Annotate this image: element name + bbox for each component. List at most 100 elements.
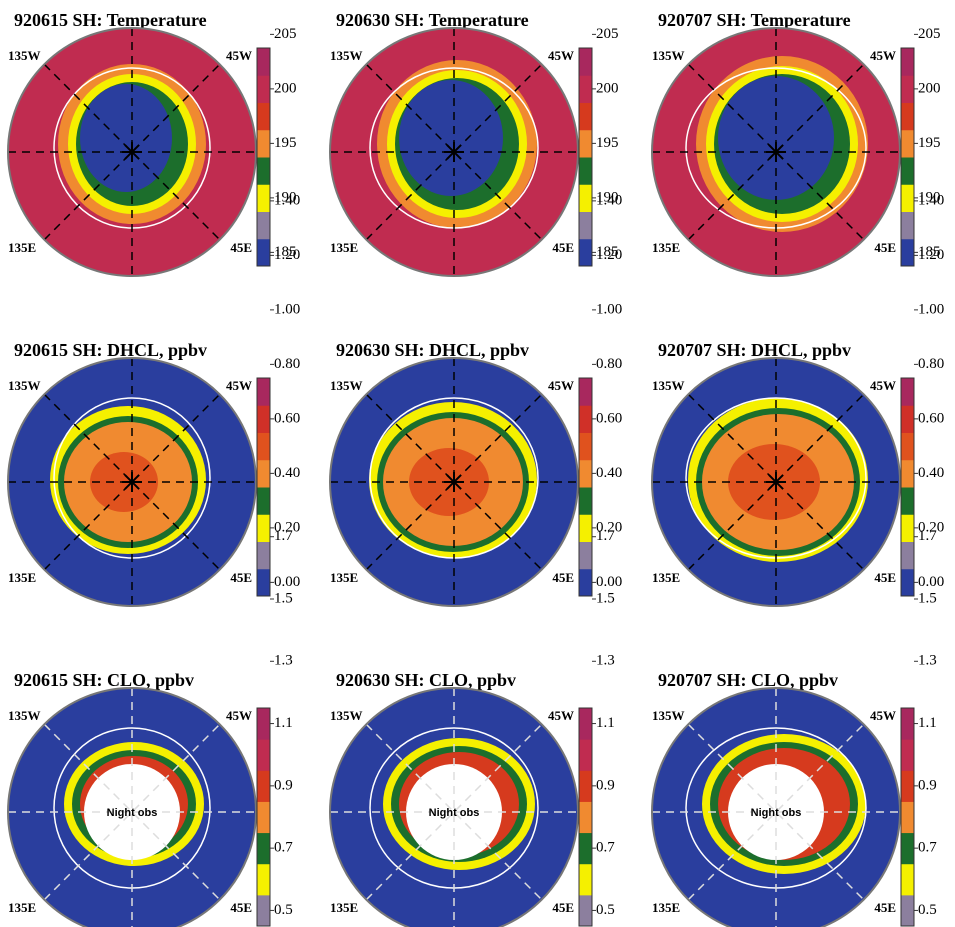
colorbar-band [257, 894, 270, 927]
colorbar-band [257, 459, 270, 488]
contour-field [399, 80, 503, 196]
colorbar-tick-label: 0.60 [274, 410, 300, 426]
colorbar-tick-label: 185 [918, 244, 941, 260]
colorbar-band [901, 459, 914, 488]
panel-title: 920707 SH: CLO, ppbv [658, 670, 838, 690]
corner-label: 135W [8, 48, 41, 63]
colorbar-tick-label: 1.7 [274, 528, 293, 544]
panel: 920615 SH: CLO, ppbv Night obs 135W 45W 135E… [7, 528, 293, 927]
colorbar-tick-label: 205 [918, 26, 941, 42]
corner-label: 135W [652, 48, 685, 63]
colorbar-tick-label: 0.9 [274, 777, 293, 793]
corner-label: 45E [230, 240, 252, 255]
colorbar-band [901, 568, 914, 597]
colorbar-tick-label: 1.3 [596, 653, 615, 669]
colorbar-band [579, 894, 592, 927]
colorbar-tick-label: 1.1 [596, 715, 615, 731]
map-rim [7, 687, 257, 927]
colorbar-band [579, 863, 592, 896]
night-obs-label: Night obs [107, 807, 158, 819]
colorbar-band [901, 129, 914, 158]
colorbar-tick-label: 0.40 [918, 465, 944, 481]
colorbar-band [901, 157, 914, 185]
colorbar-band [579, 514, 592, 542]
colorbar-tick-label: 1.5 [274, 590, 293, 606]
colorbar-band [579, 801, 592, 834]
colorbar-tick-label: 1.40 [274, 192, 300, 208]
pole-star [446, 474, 462, 490]
panel: 920630 SH: DHCL, ppbv 135W 45W 135E 45E 0.00 0… [329, 192, 622, 607]
colorbar-band [257, 568, 270, 597]
colorbar-tick-label: 185 [596, 244, 619, 260]
colorbar-tick-label: 200 [596, 80, 619, 96]
colorbar-band [257, 102, 270, 131]
colorbar-band [257, 541, 270, 570]
colorbar-band [901, 487, 914, 515]
map [652, 688, 900, 927]
panel-title: 920615 SH: CLO, ppbv [14, 670, 194, 690]
colorbar-band [901, 184, 914, 212]
corner-label: 135W [8, 378, 41, 393]
panel-title: 920615 SH: DHCL, ppbv [14, 340, 207, 360]
panel: 920630 SH: CLO, ppbv Night obs 135W 45W 135E… [329, 528, 615, 927]
map-rim [7, 357, 257, 607]
colorbar-tick-label: 190 [274, 189, 297, 205]
colorbar-band [579, 708, 592, 740]
colorbar-band [901, 405, 914, 433]
pole-star [124, 474, 140, 490]
corner-label: 45W [226, 378, 252, 393]
colorbar-band [901, 708, 914, 740]
colorbar-tick-label: 0.20 [596, 519, 622, 535]
colorbar-band [579, 211, 592, 240]
corner-label: 135W [652, 378, 685, 393]
colorbar-tick-label: 1.00 [274, 301, 300, 317]
colorbar-tick-label: 190 [918, 189, 941, 205]
colorbar-band [901, 739, 914, 771]
map-rim [329, 27, 579, 277]
corner-label: 135E [330, 570, 358, 585]
corner-label: 45W [226, 48, 252, 63]
colorbar-tick-label: 205 [596, 26, 619, 42]
colorbar-band [579, 459, 592, 488]
colorbar-band [257, 432, 270, 461]
panel-title: 920707 SH: Temperature [658, 10, 851, 30]
contour-field [718, 76, 834, 200]
colorbar-tick-label: 1.3 [274, 653, 293, 669]
colorbar-band [901, 801, 914, 834]
colorbar-tick-label: 0.80 [918, 356, 944, 372]
colorbar-tick-label: 1.3 [918, 653, 937, 669]
colorbar-band [579, 770, 592, 802]
colorbar-tick-label: 1.1 [274, 715, 293, 731]
corner-label: 135E [652, 240, 680, 255]
colorbar-frame [900, 707, 915, 927]
colorbar-tick-label: 200 [274, 80, 297, 96]
colorbar-band [257, 75, 270, 103]
colorbar-band [901, 514, 914, 542]
colorbar-frame [900, 47, 915, 267]
map-rim [7, 27, 257, 277]
colorbar-band [579, 238, 592, 267]
colorbar-tick-label: 0.7 [918, 840, 937, 856]
pole-star [124, 144, 140, 160]
corner-label: 135W [652, 708, 685, 723]
corner-label: 135E [8, 900, 36, 915]
corner-label: 45E [874, 900, 896, 915]
colorbar-tick-label: 185 [274, 244, 297, 260]
night-obs-label: Night obs [429, 807, 480, 819]
colorbar-tick-label: 0.60 [596, 410, 622, 426]
map [330, 688, 578, 927]
colorbar-tick-label: 195 [274, 135, 297, 151]
colorbar-tick-label: 1.00 [918, 301, 944, 317]
colorbar-frame [256, 707, 271, 927]
colorbar-tick-label: 1.7 [918, 528, 937, 544]
colorbar-tick-label: 200 [918, 80, 941, 96]
corner-label: 135W [330, 708, 363, 723]
colorbar-band [901, 48, 914, 76]
colorbar-band [257, 184, 270, 212]
corner-label: 45E [874, 240, 896, 255]
map-rim [329, 687, 579, 927]
colorbar-band [579, 184, 592, 212]
